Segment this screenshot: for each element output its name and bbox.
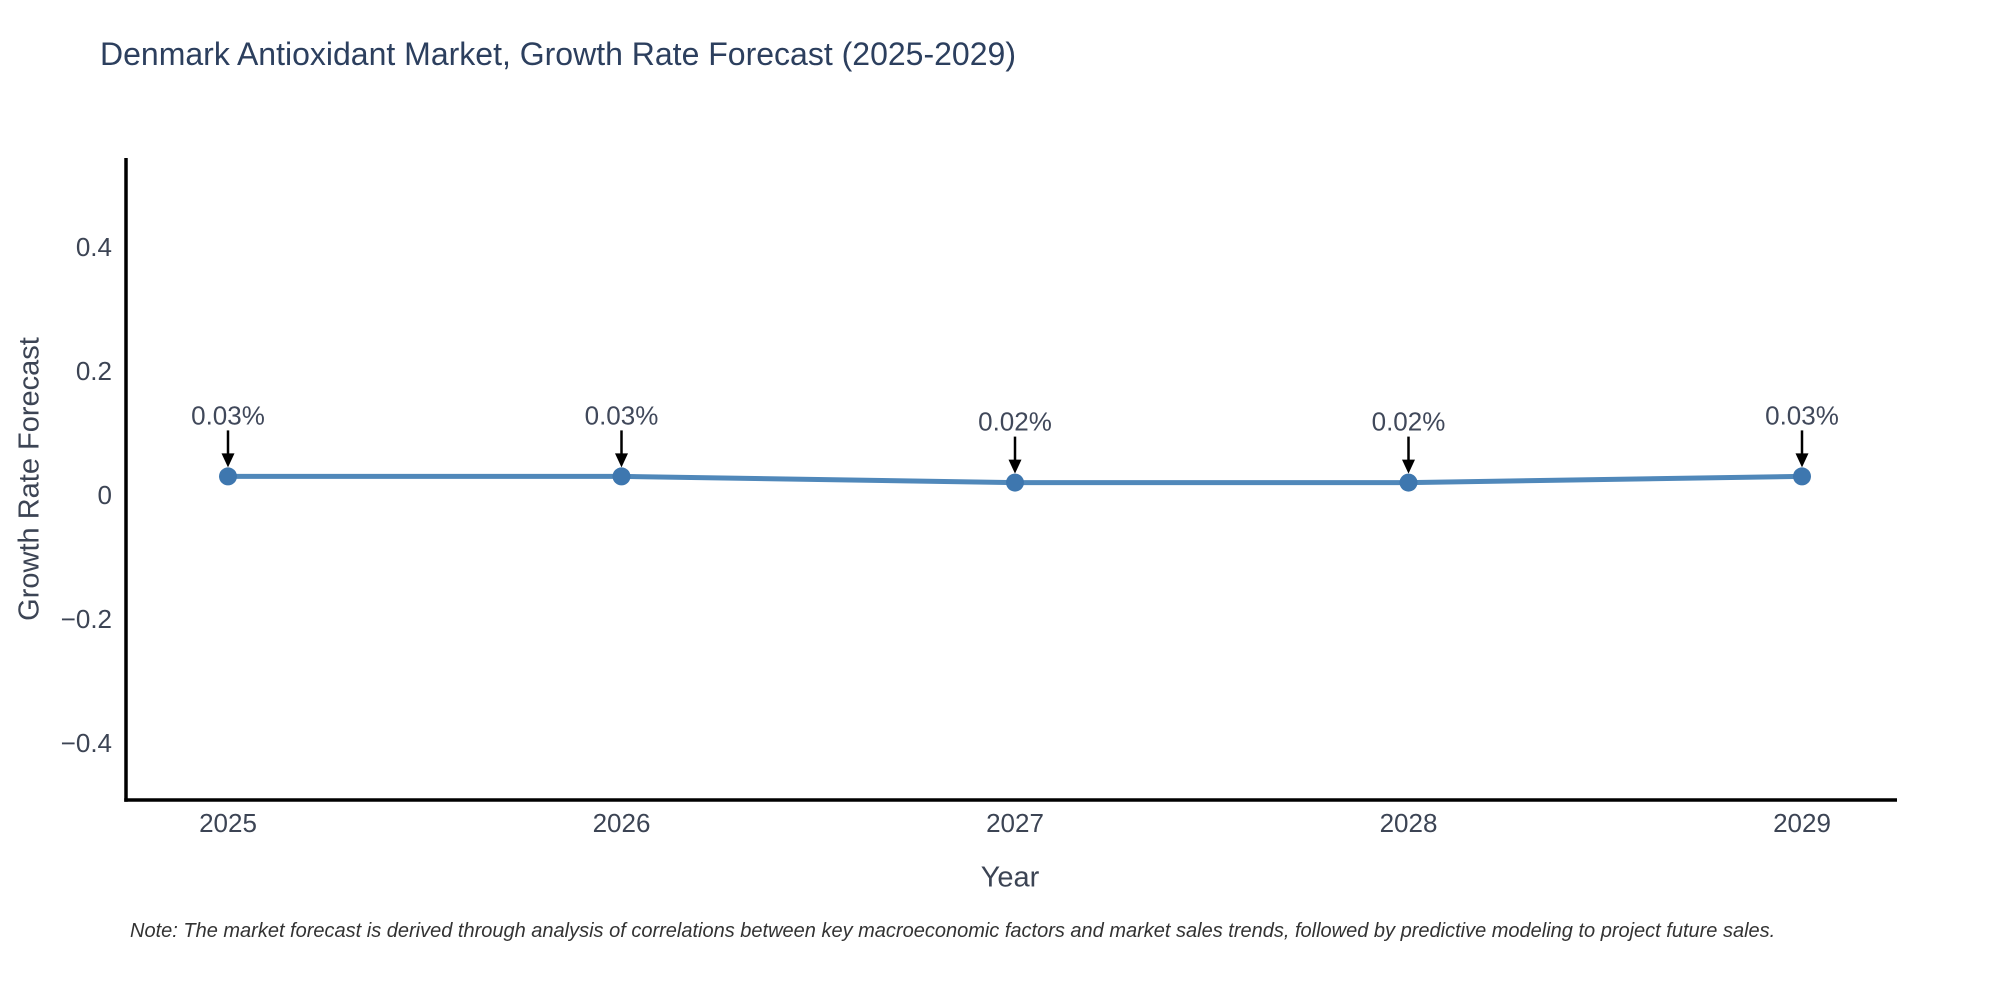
y-tick-label: 0.2 [76,356,112,386]
data-point-marker [612,467,631,486]
data-point-value-label: 0.03% [1765,400,1839,430]
chart-footnote: Note: The market forecast is derived thr… [130,920,1776,942]
x-tick-label: 2026 [593,808,651,838]
x-tick-label: 2028 [1380,808,1438,838]
annotation-arrowhead-icon [615,453,628,468]
x-axis-label: Year [980,861,1040,894]
data-point-value-label: 0.02% [1372,407,1446,437]
annotation-arrowhead-icon [221,453,235,468]
y-tick-label: −0.2 [61,604,112,634]
data-point-value-label: 0.03% [191,400,265,430]
data-point-marker [1399,473,1418,492]
x-tick-label: 2027 [986,808,1044,838]
data-point-marker [1006,473,1024,492]
annotation-arrowhead-icon [1402,459,1415,474]
y-tick-label: 0 [98,480,112,510]
y-tick-label: −0.4 [61,728,112,758]
data-point-value-label: 0.03% [585,400,659,430]
data-point-marker [1793,467,1811,486]
x-tick-label: 2029 [1773,808,1831,838]
y-tick-label: 0.4 [76,232,112,262]
data-point-value-label: 0.02% [978,407,1052,437]
data-point-marker [219,467,237,486]
x-tick-label: 2025 [199,808,257,838]
y-axis-label: Growth Rate Forecast [13,337,46,621]
chart-title: Denmark Antioxidant Market, Growth Rate … [100,36,1016,72]
annotation-arrowhead-icon [1795,453,1809,468]
annotation-arrowhead-icon [1008,459,1022,474]
